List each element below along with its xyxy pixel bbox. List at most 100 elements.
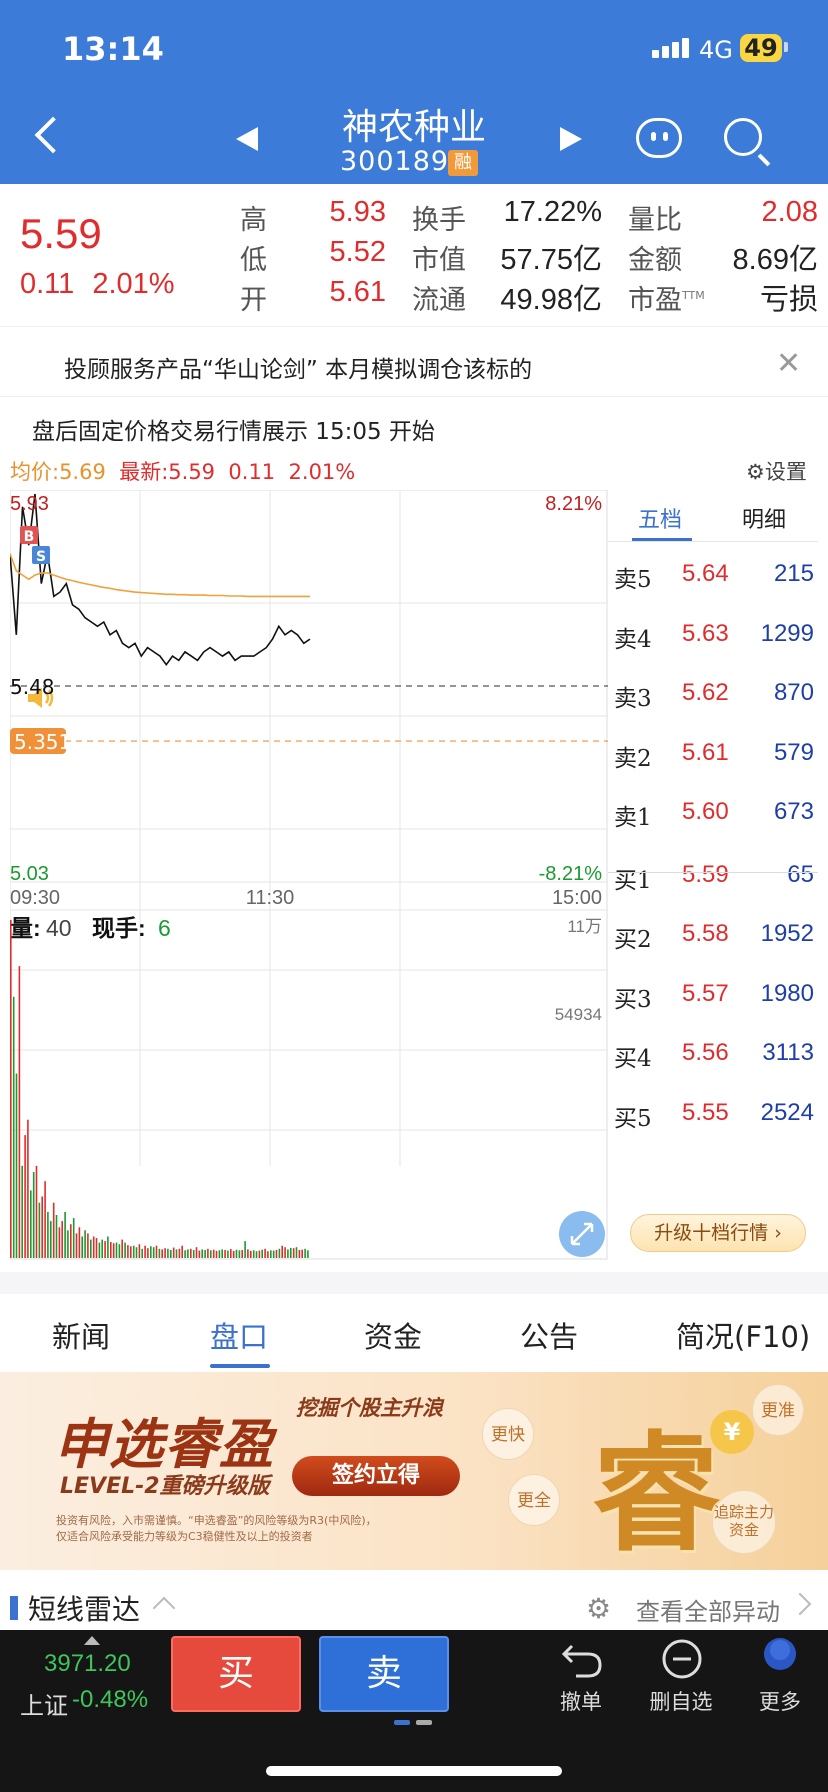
tab-announcements[interactable]: 公告 bbox=[520, 1320, 579, 1354]
level-price: 5.61 bbox=[682, 738, 729, 766]
index-value[interactable]: 3971.20 bbox=[44, 1650, 131, 1677]
detail-tabs: 新闻 盘口 资金 公告 简况(F10) bbox=[0, 1300, 828, 1372]
amount-label: 金额 bbox=[628, 245, 682, 276]
volume-bar bbox=[207, 1248, 209, 1258]
tab-f10[interactable]: 简况(F10) bbox=[676, 1320, 811, 1354]
volume-bar bbox=[284, 1247, 286, 1258]
market-cap-label: 市值 bbox=[412, 245, 466, 276]
volume-bar bbox=[147, 1248, 149, 1258]
tab-news[interactable]: 新闻 bbox=[52, 1320, 111, 1354]
volume-bar bbox=[190, 1248, 192, 1258]
volume-ratio-label: 量比 bbox=[628, 205, 682, 236]
volume-bar bbox=[124, 1242, 126, 1258]
battery-cap bbox=[784, 42, 788, 52]
time-tick: 15:00 bbox=[552, 887, 602, 909]
time-tick: 11:30 bbox=[246, 887, 295, 909]
volume-bar bbox=[15, 1073, 18, 1258]
ask-row[interactable]: 卖4 5.63 1299 bbox=[608, 620, 818, 660]
bid-row[interactable]: 买2 5.58 1952 bbox=[608, 920, 818, 960]
stock-name: 神农种业 bbox=[341, 107, 486, 148]
tab-funds[interactable]: 资金 bbox=[364, 1320, 423, 1354]
volume-bar bbox=[55, 1215, 58, 1258]
index-change: -0.48% bbox=[72, 1686, 149, 1713]
bid-row[interactable]: 买3 5.57 1980 bbox=[608, 980, 818, 1020]
volume-bar bbox=[224, 1250, 226, 1258]
volume-bar bbox=[281, 1245, 283, 1258]
volume-bar bbox=[215, 1250, 218, 1258]
trade-marker-label: B bbox=[24, 529, 35, 545]
level-price: 5.55 bbox=[682, 1098, 729, 1126]
volume-bar bbox=[44, 1181, 46, 1258]
remove-watchlist-icon[interactable] bbox=[661, 1638, 703, 1680]
next-stock-icon[interactable] bbox=[560, 127, 582, 151]
tab-underline bbox=[632, 538, 692, 541]
bid-row[interactable]: 买5 5.55 2524 bbox=[608, 1099, 818, 1139]
view-all-alerts-link[interactable]: 查看全部异动 bbox=[636, 1598, 780, 1626]
network-label: 4G bbox=[699, 36, 733, 64]
level-price: 5.57 bbox=[682, 979, 729, 1007]
gear-icon[interactable]: ⚙ bbox=[586, 1592, 612, 1625]
ask-row[interactable]: 卖1 5.60 673 bbox=[608, 798, 818, 838]
undo-icon[interactable] bbox=[560, 1636, 604, 1680]
tab-five-level[interactable]: 五档 bbox=[638, 508, 683, 533]
radar-title: 短线雷达 bbox=[28, 1593, 141, 1626]
bid-row[interactable]: 买4 5.56 3113 bbox=[608, 1039, 818, 1079]
volume-bar bbox=[170, 1250, 172, 1258]
volume-bar bbox=[18, 966, 21, 1258]
ask-row[interactable]: 卖3 5.62 870 bbox=[608, 679, 818, 719]
order-book: 五档 明细 卖5 5.64 215 卖4 5.63 1299 卖3 5.62 870 卖2 5.61… bbox=[608, 490, 818, 1260]
volume-bar bbox=[232, 1250, 235, 1258]
volume-bar bbox=[104, 1241, 106, 1258]
yuan-coin-icon: ¥ bbox=[710, 1410, 754, 1454]
chart-settings-button[interactable]: ⚙设置 bbox=[746, 460, 807, 484]
series-avg-line bbox=[10, 553, 310, 598]
search-icon[interactable] bbox=[724, 118, 771, 167]
volume-bar bbox=[221, 1249, 223, 1258]
speaker-icon bbox=[28, 688, 54, 708]
assistant-icon[interactable] bbox=[636, 118, 682, 158]
upgrade-level10-button[interactable]: 升级十档行情 › bbox=[630, 1214, 806, 1252]
volume-ratio-value: 2.08 bbox=[761, 196, 818, 228]
more-label[interactable]: 更多 bbox=[759, 1690, 801, 1714]
volume-bar bbox=[110, 1242, 112, 1258]
float-cap-value: 49.98亿 bbox=[500, 284, 602, 316]
volume-bar bbox=[164, 1248, 166, 1258]
volume-bar bbox=[98, 1242, 101, 1258]
buy-button[interactable]: 买 bbox=[171, 1636, 301, 1712]
sell-button[interactable]: 卖 bbox=[319, 1636, 449, 1712]
intraday-chart[interactable]: 5.48 5.351 5.93 5.03 8.21% -8.21% 09:30 11:30 1… bbox=[10, 490, 608, 1260]
volume-bar bbox=[192, 1250, 195, 1258]
index-expand-icon[interactable] bbox=[84, 1636, 100, 1645]
tab-detail[interactable]: 明细 bbox=[742, 508, 787, 533]
index-name: 上证 bbox=[20, 1692, 68, 1720]
volume-bar bbox=[241, 1250, 243, 1258]
volume-bar bbox=[218, 1250, 221, 1258]
volume-bar bbox=[244, 1241, 246, 1258]
volume-bar bbox=[121, 1239, 123, 1258]
margin-badge: 融 bbox=[448, 150, 478, 176]
level-label: 买1 bbox=[614, 867, 652, 894]
volume-bar bbox=[167, 1248, 169, 1258]
expand-icon[interactable] bbox=[559, 1211, 605, 1257]
prev-stock-icon[interactable] bbox=[236, 127, 258, 151]
more-icon[interactable] bbox=[760, 1636, 800, 1680]
tab-handicap[interactable]: 盘口 bbox=[210, 1320, 269, 1354]
volume-bar bbox=[138, 1244, 141, 1258]
volume-bar bbox=[270, 1250, 272, 1258]
divider bbox=[0, 396, 828, 397]
bid-row[interactable]: 买1 5.59 65 bbox=[608, 861, 818, 901]
ask-row[interactable]: 卖5 5.64 215 bbox=[608, 560, 818, 600]
level-label: 卖2 bbox=[614, 745, 652, 772]
cancel-order-label[interactable]: 撤单 bbox=[560, 1690, 602, 1714]
low-label: 低 bbox=[240, 245, 267, 276]
remove-watchlist-label[interactable]: 删自选 bbox=[649, 1690, 713, 1714]
ask-row[interactable]: 卖2 5.61 579 bbox=[608, 739, 818, 779]
banner-cta-button[interactable]: 签约立得 bbox=[292, 1456, 460, 1496]
volume-bar bbox=[141, 1248, 143, 1258]
notice-bar[interactable]: 投顾服务产品“华山论剑” 本月模拟调仓该标的 bbox=[0, 336, 828, 708]
volume-bar bbox=[267, 1251, 269, 1258]
after-hours-text: 盘后固定价格交易行情展示 15:05 开始 bbox=[32, 419, 435, 445]
level-label: 卖5 bbox=[614, 567, 652, 593]
close-icon[interactable]: ✕ bbox=[776, 346, 802, 381]
volume-bar bbox=[295, 1247, 298, 1258]
